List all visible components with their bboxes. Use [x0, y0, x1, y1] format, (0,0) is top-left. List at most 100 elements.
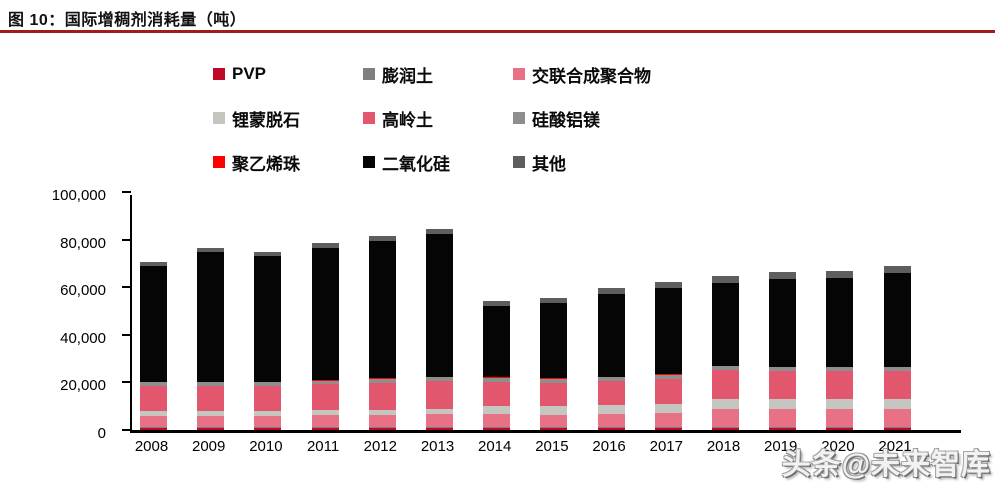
segment-hectorite [769, 399, 797, 410]
bar-2021 [883, 265, 911, 430]
segment-silica [426, 233, 453, 377]
y-axis-label: 100,000 [51, 187, 106, 204]
segment-pvp [140, 428, 167, 430]
legend-label-other: 其他 [532, 154, 566, 174]
segment-silica [540, 302, 568, 379]
segment-hectorite [883, 399, 911, 410]
segment-crosslinked-polymer [597, 413, 625, 428]
segment-crosslinked-polymer [540, 414, 568, 428]
x-axis-label-2019: 2019 [764, 438, 798, 455]
segment-mag-al-silicate [712, 366, 739, 371]
x-axis-label-2013: 2013 [420, 438, 455, 455]
title-rule [0, 30, 995, 33]
legend-item-pvp: PVP [213, 52, 363, 96]
segment-silica [311, 247, 339, 381]
segment-bentonite [368, 427, 396, 429]
plot-area [122, 191, 961, 433]
y-axis-label: 40,000 [60, 329, 106, 347]
segment-other [197, 248, 225, 253]
segment-other [712, 275, 739, 283]
segment-silica [826, 278, 854, 367]
segment-other [254, 251, 282, 256]
segment-mag-al-silicate [368, 378, 396, 383]
segment-pvp [540, 428, 568, 430]
bar-2011 [311, 243, 339, 430]
segment-hectorite [540, 406, 568, 415]
legend-swatch-mag-al-silicate [513, 112, 525, 124]
segment-other [368, 236, 396, 241]
legend-item-mag-al-silicate: 硅酸铝镁 [513, 96, 651, 140]
segment-other [426, 228, 453, 234]
legend-label-bentonite: 膨润土 [382, 66, 433, 86]
figure-title: 图 10：国际增稠剂消耗量（吨） [8, 12, 247, 29]
segment-pvp [368, 428, 396, 430]
bar-2017 [654, 281, 682, 430]
segment-crosslinked-polymer [140, 415, 167, 428]
segment-kaolin [140, 386, 167, 412]
segment-hectorite [712, 398, 739, 409]
chart-legend: PVP 膨润土 交联合成聚合物 锂蒙脱石 高岭土 硅酸铝镁 聚乙烯珠 二氧化硅 其他 [213, 52, 651, 184]
segment-kaolin [483, 381, 511, 406]
segment-mag-al-silicate [197, 381, 225, 386]
bar-2013 [426, 228, 453, 430]
segment-other [540, 297, 568, 303]
segment-hectorite [254, 410, 282, 416]
x-axis-label-2009: 2009 [192, 438, 226, 455]
segment-crosslinked-polymer [654, 413, 682, 428]
segment-mag-al-silicate [426, 376, 453, 381]
segment-bentonite [426, 427, 453, 429]
segment-mag-al-silicate [769, 366, 797, 372]
y-axis-tick [122, 238, 131, 241]
legend-swatch-bentonite [363, 68, 375, 80]
bar-2012 [368, 236, 396, 430]
segment-other [654, 281, 682, 288]
segment-hectorite [654, 404, 682, 414]
segment-hectorite [311, 410, 339, 416]
segment-crosslinked-polymer [426, 414, 453, 428]
segment-kaolin [540, 382, 568, 407]
segment-pvp [883, 427, 911, 430]
segment-mag-al-silicate [311, 380, 339, 385]
segment-bentonite [826, 426, 854, 428]
segment-silica [368, 240, 396, 379]
legend-swatch-pe-beads [213, 156, 225, 168]
segment-pvp [826, 427, 854, 430]
segment-kaolin [597, 381, 625, 406]
segment-bentonite [654, 427, 682, 429]
legend-swatch-kaolin [363, 112, 375, 124]
segment-crosslinked-polymer [197, 415, 225, 428]
x-axis-label-2010: 2010 [249, 438, 283, 455]
segment-pvp [426, 428, 453, 430]
segment-kaolin [311, 384, 339, 411]
segment-other [311, 243, 339, 248]
segment-pvp [311, 428, 339, 430]
bar-2019 [769, 271, 797, 430]
segment-silica [140, 265, 167, 382]
segment-kaolin [197, 385, 225, 411]
bar-2016 [597, 288, 625, 430]
legend-label-kaolin: 高岭土 [382, 110, 433, 130]
segment-silica [712, 282, 739, 366]
legend-swatch-crosslinked-polymer [513, 68, 525, 80]
bar-2018 [712, 275, 739, 430]
segment-bentonite [769, 426, 797, 428]
segment-hectorite [426, 408, 453, 415]
x-axis-label-2017: 2017 [649, 438, 683, 455]
legend-label-pe-beads: 聚乙烯珠 [232, 154, 300, 174]
y-axis-label: 60,000 [60, 282, 106, 300]
segment-silica [597, 294, 625, 377]
segment-kaolin [368, 382, 396, 410]
legend-swatch-hectorite [213, 112, 225, 124]
segment-kaolin [883, 371, 911, 400]
segment-silica [197, 252, 225, 382]
segment-crosslinked-polymer [769, 409, 797, 427]
segment-kaolin [712, 370, 739, 399]
segment-bentonite [540, 427, 568, 429]
segment-hectorite [826, 399, 854, 410]
segment-crosslinked-polymer [712, 408, 739, 427]
segment-bentonite [197, 427, 225, 429]
segment-other [597, 288, 625, 295]
y-axis-tick [122, 286, 131, 289]
